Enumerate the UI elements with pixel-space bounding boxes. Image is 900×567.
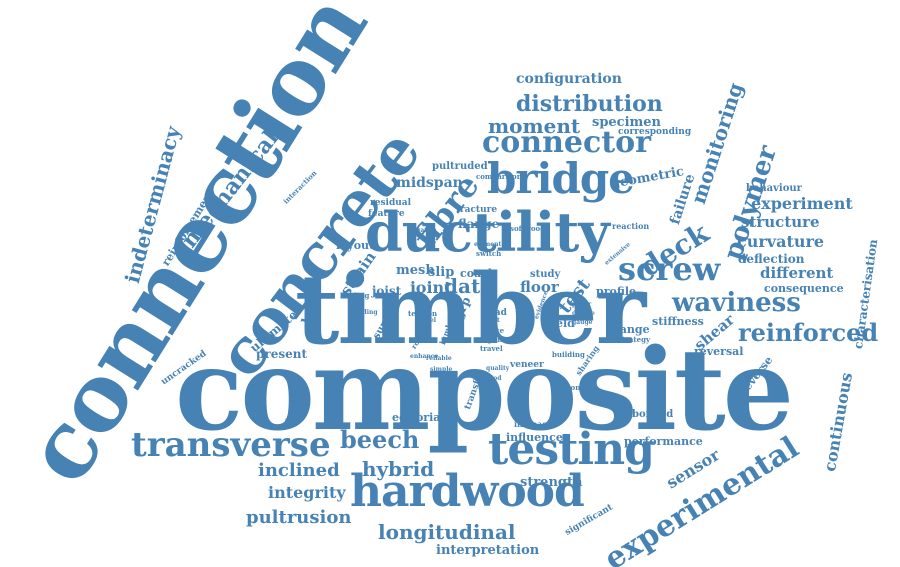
word-composite: composite	[175, 325, 794, 456]
word-residual: residual	[370, 198, 412, 208]
word-bridge: bridge	[487, 154, 635, 203]
word-reaction: reaction	[612, 221, 650, 231]
word-stiffness: stiffness	[652, 315, 704, 328]
word-element: element	[474, 241, 502, 248]
word-fracture: fracture	[456, 205, 498, 215]
word-inclined: inclined	[258, 460, 340, 481]
word-specimen: specimen	[592, 115, 662, 130]
word-road: road	[484, 308, 507, 318]
word-switch: switch	[476, 249, 502, 258]
word-waviness: waviness	[672, 288, 801, 318]
word-method: method	[476, 375, 502, 382]
word-strength: strength	[520, 475, 583, 490]
word-longitudinal: longitudinal	[378, 520, 516, 544]
word-pultruded: pultruded	[432, 161, 488, 172]
word-enhance: enhance	[410, 353, 439, 360]
word-screw: screw	[618, 250, 721, 288]
word-simple: simple	[430, 366, 453, 373]
word-different: different	[760, 264, 834, 282]
word-double: double	[572, 310, 595, 317]
word-behaviour: behaviour	[746, 183, 802, 194]
word-connector: connector	[482, 125, 651, 160]
word-coach: coach	[460, 267, 496, 280]
word-veneer: veneer	[510, 360, 544, 370]
word-loading: loading	[340, 291, 370, 300]
word-integrity: integrity	[268, 483, 346, 502]
word-paper: paper	[572, 301, 592, 308]
word-reversal: reversal	[694, 345, 744, 358]
word-editorial: editorial	[392, 411, 445, 424]
word-unit: unit	[486, 317, 500, 324]
word-strategy: strategy	[618, 335, 651, 344]
word-performance: performance	[624, 435, 703, 448]
word-ductility: ductility	[365, 200, 610, 264]
word-distribution: distribution	[516, 91, 663, 117]
word-joint: joint	[410, 278, 452, 297]
word-field: field	[548, 317, 575, 330]
word-mesh: mesh	[396, 263, 435, 278]
word-force: force	[484, 326, 505, 335]
word-range: range	[614, 323, 650, 336]
word-moment: moment	[488, 114, 581, 138]
word-midspan: midspan	[396, 175, 463, 191]
word-profile: profile	[596, 285, 636, 298]
word-data: data	[444, 274, 494, 298]
word-quality: quality	[486, 365, 510, 372]
word-consequence: consequence	[764, 282, 844, 295]
word-floor: floor	[520, 278, 559, 296]
word-experiment: experiment	[751, 194, 853, 213]
word-structure: structure	[741, 213, 820, 231]
word-bonded: bonded	[632, 409, 674, 420]
word-deflection: deflection	[738, 252, 805, 266]
word-building: building	[552, 350, 585, 359]
word-tension: tension	[408, 309, 438, 318]
word-continuous: continuous	[820, 371, 857, 473]
word-increase: increase	[514, 419, 552, 429]
word-softwood: softwood	[510, 224, 546, 233]
word-reliable: reliable	[426, 355, 452, 362]
word-hybrid: hybrid	[362, 457, 435, 481]
word-bonding: bonding	[350, 309, 378, 316]
word-configuration: configuration	[516, 71, 622, 87]
word-gauge: gauge	[572, 319, 593, 326]
word-hardwood: hardwood	[350, 466, 585, 517]
word-negative: negative	[408, 227, 437, 234]
word-travel: travel	[480, 344, 503, 353]
word-section: section	[552, 383, 581, 392]
word-influence: influence	[506, 431, 563, 444]
word-slip: slip	[428, 265, 455, 280]
word-present: present	[256, 347, 308, 361]
word-pultrusion: pultrusion	[246, 507, 352, 528]
word-monitoring: monitoring	[686, 79, 748, 207]
word-study: study	[530, 269, 561, 280]
word-transverse: transverse	[131, 425, 331, 465]
word-beech: beech	[340, 425, 420, 454]
word-timber: timber	[295, 253, 646, 366]
word-feature: feature	[368, 209, 405, 219]
word-interpretation: interpretation	[436, 543, 540, 558]
word-steel: steel	[420, 317, 437, 324]
word-span: span	[484, 335, 503, 344]
word-reinforced: reinforced	[738, 318, 879, 347]
word-flange: flange	[458, 217, 500, 231]
word-curvature: curvature	[737, 232, 825, 251]
word-corresponding: corresponding	[618, 127, 692, 137]
word-layout: layout	[336, 239, 375, 252]
word-joist: joist	[372, 284, 402, 298]
word-comparison: comparison	[476, 172, 522, 181]
word-testing: testing	[488, 424, 655, 475]
